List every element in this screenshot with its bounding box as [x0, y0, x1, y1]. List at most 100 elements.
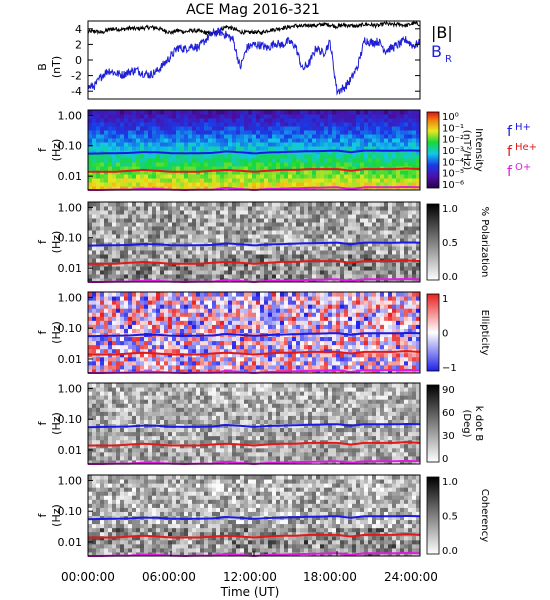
heatmap-cell	[308, 266, 313, 271]
heatmap-cell	[288, 300, 293, 305]
heatmap-cell	[172, 300, 177, 305]
heatmap-cell	[252, 270, 257, 275]
heatmap-cell	[324, 178, 329, 183]
heatmap-cell	[288, 130, 293, 135]
heatmap-cell	[296, 360, 301, 366]
heatmap-cell	[212, 226, 217, 231]
heatmap-cell	[92, 118, 97, 123]
heatmap-cell	[188, 254, 193, 259]
heatmap-cell	[88, 274, 93, 279]
heatmap-cell	[348, 214, 353, 219]
heatmap-cell	[316, 364, 321, 370]
heatmap-cell	[196, 118, 201, 123]
heatmap-cell	[128, 130, 133, 135]
heatmap-cell	[100, 278, 105, 283]
heatmap-cell	[88, 110, 93, 115]
heatmap-cell	[356, 356, 361, 362]
series-line-b-r	[87, 26, 420, 96]
heatmap-cell	[208, 114, 213, 119]
heatmap-cell	[156, 206, 161, 211]
heatmap-cell	[300, 234, 305, 239]
heatmap-cell	[100, 332, 105, 338]
heatmap-cell	[376, 174, 381, 179]
heatmap-cell	[116, 110, 121, 115]
heatmap-cell	[180, 270, 185, 275]
heatmap-cell	[372, 270, 377, 275]
heatmap-cell	[284, 162, 289, 167]
heatmap-cell	[344, 296, 349, 301]
heatmap-cell	[248, 174, 253, 179]
heatmap-cell	[404, 332, 409, 338]
heatmap-cell	[292, 336, 297, 342]
heatmap-cell	[172, 344, 177, 350]
heatmap-cell	[216, 230, 221, 235]
heatmap-cell	[140, 336, 145, 342]
heatmap-cell	[128, 234, 133, 239]
heatmap-cell	[288, 312, 293, 317]
heatmap-cell	[204, 266, 209, 271]
heatmap-cell	[156, 118, 161, 123]
heatmap-cell	[212, 352, 217, 358]
heatmap-cell	[192, 226, 197, 231]
heatmap-cell	[184, 258, 189, 263]
heatmap-cell	[340, 154, 345, 159]
heatmap-cell	[336, 360, 341, 366]
heatmap-cell	[380, 266, 385, 271]
heatmap-cell	[396, 332, 401, 338]
heatmap-cell	[136, 182, 141, 187]
heatmap-cell	[164, 246, 169, 251]
heatmap-cell	[384, 270, 389, 275]
heatmap-cell	[200, 312, 205, 317]
heatmap-cell	[232, 246, 237, 251]
heatmap-cell	[204, 110, 209, 115]
heatmap-cell	[168, 270, 173, 275]
heatmap-cell	[368, 312, 373, 317]
heatmap-cell	[140, 328, 145, 333]
heatmap-cell	[116, 246, 121, 251]
heatmap-cell	[228, 110, 233, 115]
heatmap-cell	[368, 146, 373, 151]
heatmap-cell	[100, 166, 105, 171]
heatmap-cell	[392, 218, 397, 223]
heatmap-cell	[304, 166, 309, 171]
heatmap-cell	[208, 356, 213, 362]
heatmap-cell	[124, 308, 129, 313]
heatmap-cell	[360, 258, 365, 263]
heatmap-cell	[228, 230, 233, 235]
heatmap-cell	[140, 254, 145, 259]
heatmap-cell	[164, 238, 169, 243]
heatmap-cell	[220, 254, 225, 259]
heatmap-cell	[108, 246, 113, 251]
heatmap-cell	[348, 348, 353, 354]
heatmap-cell	[88, 146, 93, 151]
heatmap-cell	[228, 304, 233, 309]
heatmap-cell	[308, 270, 313, 275]
heatmap-cell	[380, 142, 385, 147]
heatmap-cell	[88, 218, 93, 223]
heatmap-cell	[128, 134, 133, 139]
heatmap-cell	[332, 218, 337, 223]
heatmap-cell	[116, 154, 121, 159]
heatmap-cell	[188, 114, 193, 119]
heatmap-cell	[160, 130, 165, 135]
heatmap-cell	[88, 162, 93, 167]
heatmap-cell	[104, 328, 109, 333]
heatmap-cell	[284, 138, 289, 143]
heatmap-cell	[108, 150, 113, 155]
heatmap-cell	[100, 250, 105, 255]
heatmap-cell	[320, 360, 325, 366]
heatmap-cell	[204, 324, 209, 329]
heatmap-cell	[412, 238, 417, 243]
heatmap-cell	[252, 316, 257, 321]
heatmap-cell	[400, 274, 405, 279]
heatmap-cell	[356, 218, 361, 223]
heatmap-cell	[188, 162, 193, 167]
heatmap-cell	[308, 328, 313, 333]
heatmap-cell	[304, 344, 309, 350]
heatmap-cell	[96, 218, 101, 223]
heatmap-cell	[304, 274, 309, 279]
heatmap-cell	[312, 158, 317, 163]
heatmap-cell	[268, 266, 273, 271]
heatmap-cell	[320, 150, 325, 155]
heatmap-cell	[160, 166, 165, 171]
